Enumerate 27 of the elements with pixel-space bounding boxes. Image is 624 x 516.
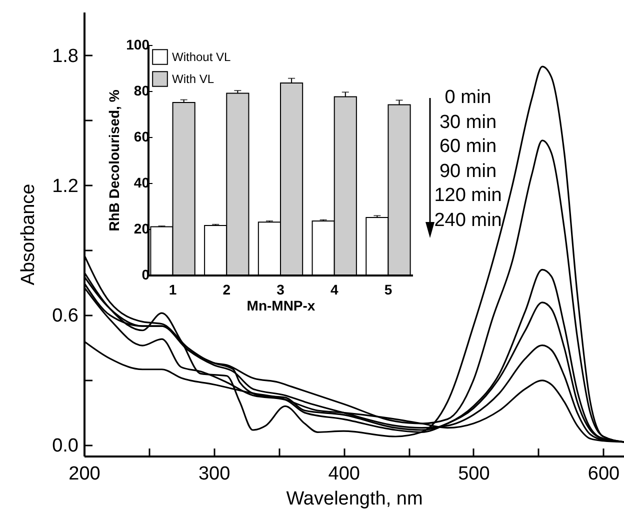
legend-label: Without VL <box>172 50 232 64</box>
x-tick-label: 200 <box>68 464 100 484</box>
annotation: 0 min <box>444 86 492 110</box>
x-axis-title: Wavelength, nm <box>286 488 423 510</box>
x-tick-label: 1 <box>168 282 177 298</box>
x-tick-label: 600 <box>588 464 620 484</box>
y-tick-label: 1.2 <box>52 176 78 197</box>
x-tick-label: 500 <box>458 464 490 484</box>
x-tick-label: 5 <box>384 282 392 298</box>
y-tick-label: 0.0 <box>52 436 78 457</box>
annotation: 90 min <box>438 160 498 184</box>
y-tick-label: 1.8 <box>52 46 78 67</box>
x-tick-label: 300 <box>198 464 230 484</box>
x-tick-label: 400 <box>328 464 360 484</box>
y-axis-title: Absorbance <box>18 184 40 286</box>
annotation: 60 min <box>438 135 498 159</box>
x-tick-label: 2 <box>222 282 231 298</box>
y-axis-title: RhB Decolourised, % <box>106 89 122 232</box>
y-tick-label: 100 <box>126 36 150 52</box>
annotation: 240 min <box>433 208 503 232</box>
x-tick-label: 4 <box>330 282 338 298</box>
x-tick-label: 3 <box>276 282 285 298</box>
annotation: 30 min <box>438 110 498 134</box>
annotation: 120 min <box>433 184 503 208</box>
y-tick-label: 0.6 <box>52 306 78 327</box>
legend-label: With VL <box>172 72 214 86</box>
x-axis-title: Mn-MNP-x <box>246 298 316 314</box>
